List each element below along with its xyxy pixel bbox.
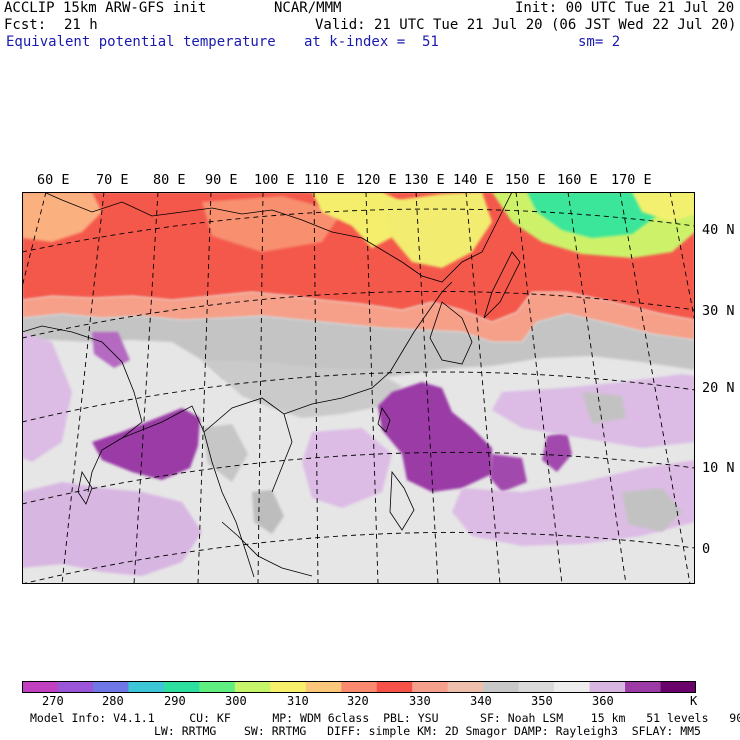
lon-label-150e: 150 E: [505, 172, 546, 188]
lon-label-130e: 130 E: [404, 172, 445, 188]
colorbar-swatch: [660, 681, 696, 693]
bay-of-bengal: [92, 408, 200, 480]
lat-label-30n: 30 N: [702, 303, 735, 319]
center-label: NCAR/MMM: [274, 0, 342, 16]
lavender-south-china-sea: [302, 428, 392, 508]
colorbar-border: [22, 681, 696, 693]
lon-label-70e: 70 E: [96, 172, 129, 188]
lon-label-170e: 170 E: [611, 172, 652, 188]
lon-label-120e: 120 E: [356, 172, 397, 188]
lon-label-80e: 80 E: [153, 172, 186, 188]
colorbar-unit: K: [690, 694, 698, 708]
colorbar-swatch: [589, 681, 626, 693]
colorbar-swatch: [22, 681, 58, 693]
orange-patch-west: [22, 192, 102, 242]
grey-patch-1: [252, 490, 284, 534]
yellow-strip-east: [632, 192, 695, 222]
lon-label-140e: 140 E: [453, 172, 494, 188]
colorbar-swatch: [341, 681, 378, 693]
forecast-hour: 21 h: [64, 17, 98, 33]
colorbar-swatch: [554, 681, 590, 693]
grey-patch-3: [582, 392, 626, 424]
northeast-cool-patch: [527, 192, 662, 238]
tibetan-plateau-band: [22, 314, 695, 394]
parallels: [22, 208, 695, 584]
colorbar-swatch: [447, 681, 484, 693]
colorbar-tick-270: 270: [42, 694, 64, 708]
colorbar: [22, 681, 696, 693]
level-label: at k-index = 51: [304, 34, 439, 50]
model-info-line1: Model Info: V4.1.1 CU: KF MP: WDM 6class…: [30, 711, 740, 725]
lon-label-90e: 90 E: [205, 172, 238, 188]
model-info-line2: LW: RRTMG SW: RRTMG DIFF: simple KM: 2D …: [154, 724, 701, 738]
colorbar-tick-280: 280: [102, 694, 124, 708]
colorbar-swatch: [234, 681, 271, 693]
lat-label-40n: 40 N: [702, 222, 735, 238]
coastlines: [22, 192, 521, 578]
colorbar-swatch: [163, 681, 200, 693]
lat-label-0: 0: [702, 541, 711, 557]
lon-label-110e: 110 E: [304, 172, 345, 188]
lavender-arabian-sea: [22, 332, 72, 462]
western-pacific: [378, 382, 492, 492]
colorbar-tick-340: 340: [470, 694, 492, 708]
colorbar-tick-350: 350: [531, 694, 553, 708]
colorbar-swatch: [57, 681, 94, 693]
colorbar-swatch: [199, 681, 236, 693]
grey-patch-2: [622, 488, 682, 532]
lat-label-10n: 10 N: [702, 460, 735, 476]
theta-e-map: [22, 192, 695, 584]
field-name: Equivalent potential temperature: [6, 34, 276, 50]
valid-time: Valid: 21 UTC Tue 21 Jul 20 (06 JST Wed …: [315, 17, 737, 33]
indian-ocean: [22, 482, 202, 576]
colorbar-tick-310: 310: [287, 694, 309, 708]
colorbar-swatch: [625, 681, 661, 693]
yellow-patch-ne: [382, 192, 492, 268]
colorbar-swatch: [305, 681, 342, 693]
colorbar-tick-360: 360: [592, 694, 614, 708]
western-pacific-east: [490, 454, 527, 492]
init-time: Init: 00 UTC Tue 21 Jul 20: [515, 0, 735, 16]
colorbar-swatch: [376, 681, 413, 693]
lon-label-100e: 100 E: [254, 172, 295, 188]
colorbar-tick-290: 290: [164, 694, 186, 708]
colorbar-tick-300: 300: [225, 694, 247, 708]
north-india-spot: [92, 332, 130, 368]
smoothing-label: sm= 2: [578, 34, 621, 50]
forecast-label: Fcst:: [4, 17, 47, 33]
colorbar-swatch: [128, 681, 165, 693]
colorbar-swatch: [270, 681, 307, 693]
meridians: [22, 192, 695, 584]
pacific-east-spot: [542, 432, 572, 472]
colorbar-tick-330: 330: [409, 694, 431, 708]
model-title: ACCLIP 15km ARW-GFS init: [4, 0, 207, 16]
colorbar-swatch: [483, 681, 519, 693]
lon-label-160e: 160 E: [557, 172, 598, 188]
lat-label-20n: 20 N: [702, 380, 735, 396]
colorbar-swatch: [412, 681, 448, 693]
lon-label-60e: 60 E: [37, 172, 70, 188]
colorbar-swatch: [518, 681, 555, 693]
orange-patch-mid: [202, 196, 342, 252]
salmon-fringe: [22, 292, 695, 342]
colorbar-swatch: [92, 681, 129, 693]
colorbar-tick-320: 320: [347, 694, 369, 708]
